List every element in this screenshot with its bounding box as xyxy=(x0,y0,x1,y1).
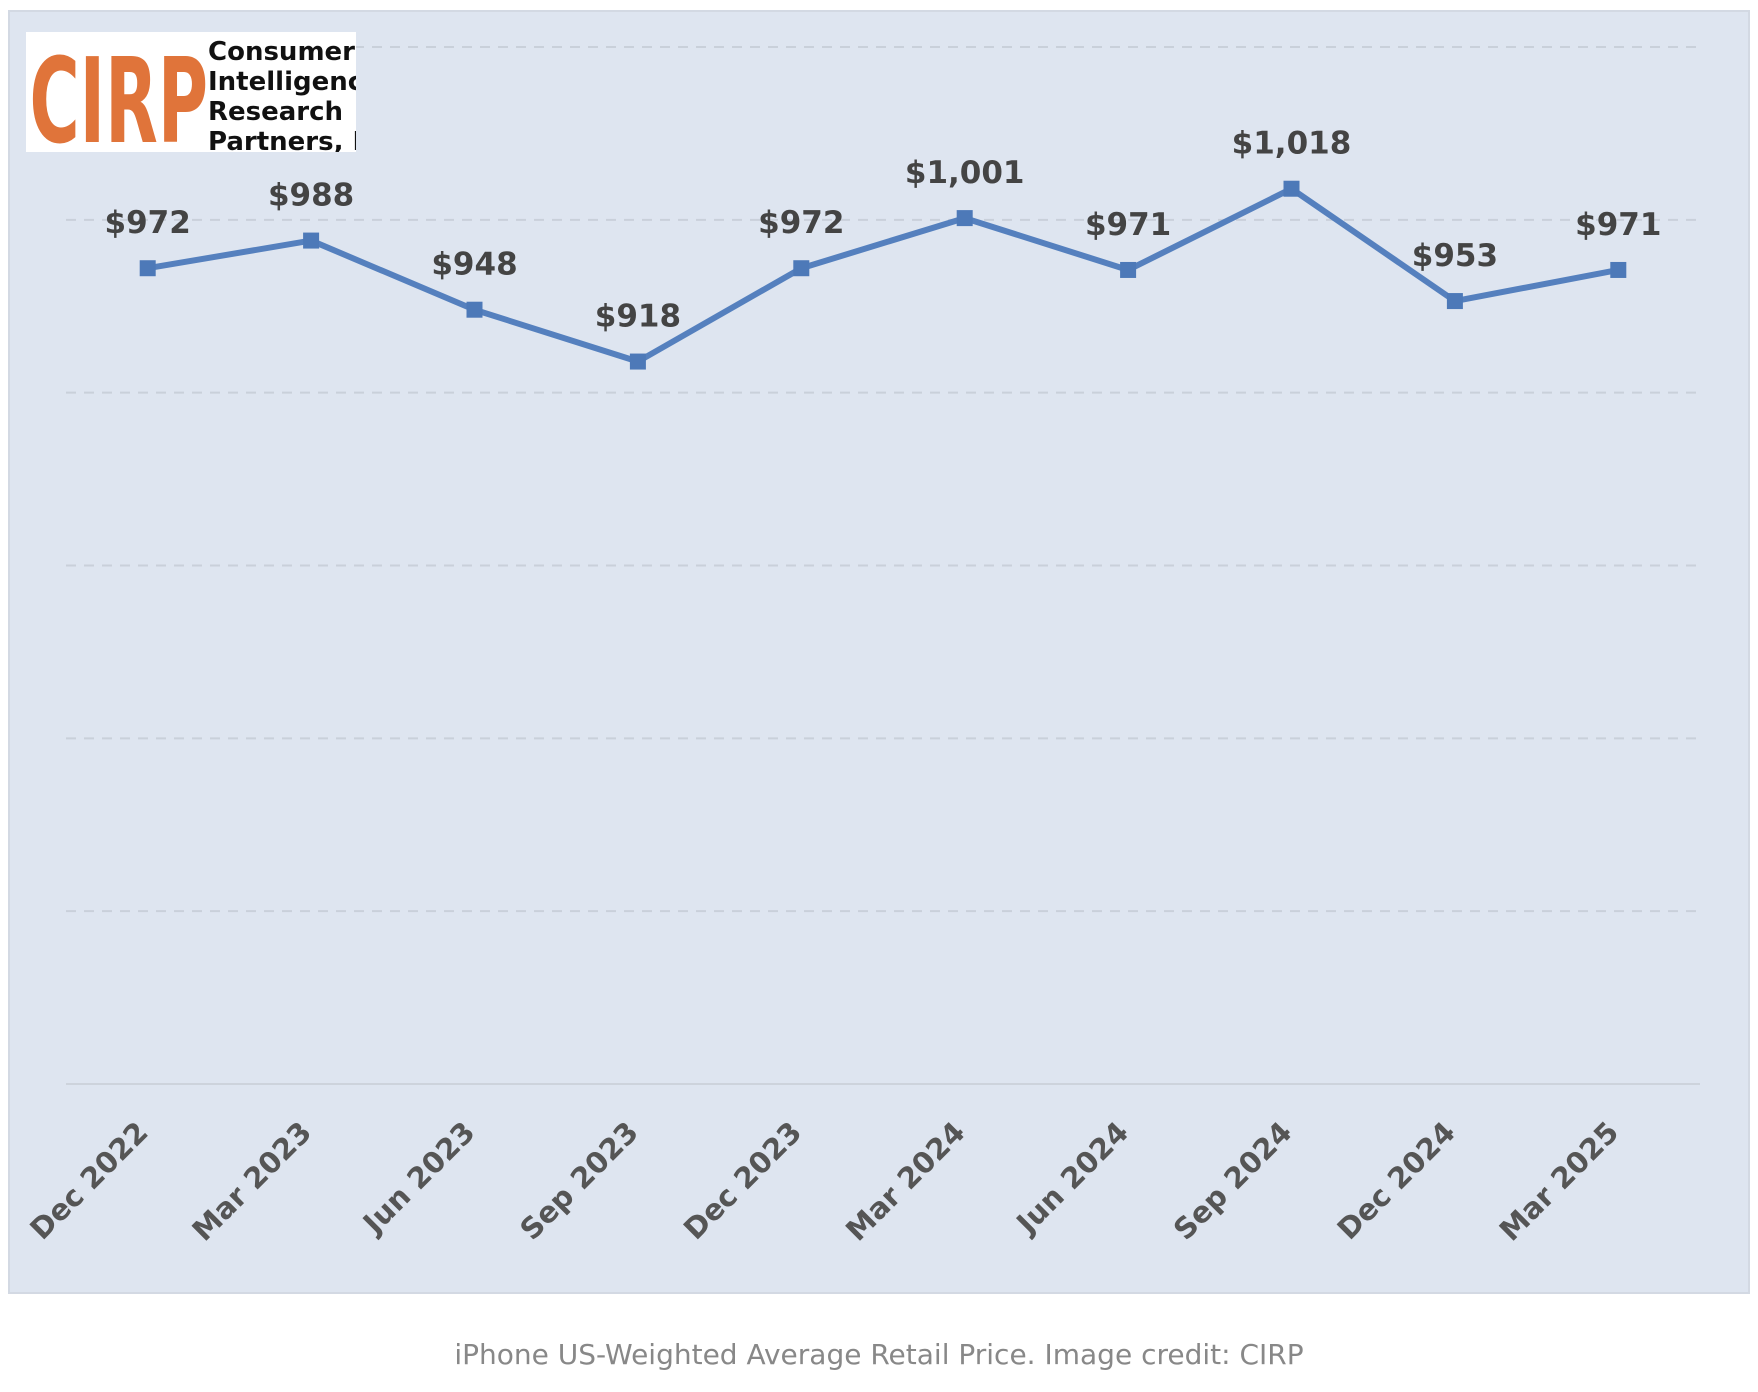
x-tick-label: Sep 2024 xyxy=(1167,1115,1299,1247)
data-point xyxy=(1610,261,1627,278)
data-label: $972 xyxy=(758,205,844,241)
logo-text-intelligence: Intelligence xyxy=(208,67,356,97)
x-tick-label: Jun 2023 xyxy=(355,1115,481,1241)
x-tick-label: Mar 2024 xyxy=(839,1115,972,1248)
x-tick-label: Mar 2023 xyxy=(185,1115,318,1248)
x-tick-label: Dec 2022 xyxy=(23,1115,154,1246)
data-label: $972 xyxy=(105,205,191,241)
data-point xyxy=(303,232,320,249)
data-label: $988 xyxy=(268,178,354,214)
data-point xyxy=(1120,261,1137,278)
x-tick-label: Dec 2024 xyxy=(1331,1115,1462,1246)
data-label: $1,001 xyxy=(905,155,1025,191)
data-point xyxy=(1446,293,1463,310)
series-line xyxy=(147,185,1619,365)
data-label: $953 xyxy=(1412,238,1498,274)
data-label: $1,018 xyxy=(1232,126,1352,162)
data-label: $918 xyxy=(595,299,681,335)
data-point xyxy=(793,260,810,277)
data-point xyxy=(139,260,156,277)
data-label: $948 xyxy=(431,247,517,283)
data-point xyxy=(466,301,483,318)
logo-text-research: Research xyxy=(208,97,343,127)
x-tick-label: Sep 2023 xyxy=(513,1115,645,1247)
data-label: $971 xyxy=(1085,207,1171,243)
data-point xyxy=(629,353,646,370)
image-caption: iPhone US-Weighted Average Retail Price.… xyxy=(454,1338,1304,1371)
x-tick-label: Dec 2023 xyxy=(677,1115,808,1246)
data-point xyxy=(956,210,973,227)
chart-panel: $972 $988 $948 $918 $972 $1,001 $971 $1,018 $953… xyxy=(8,10,1750,1294)
data-point xyxy=(1283,180,1300,197)
logo-mark: CIRP xyxy=(29,32,208,152)
x-tick-label: Mar 2025 xyxy=(1493,1115,1626,1248)
data-label: $971 xyxy=(1575,207,1661,243)
cirp-logo: CIRP Consumer Intelligence Research Part… xyxy=(26,32,405,170)
logo-text-consumer: Consumer xyxy=(208,37,355,67)
x-tick-label: Jun 2024 xyxy=(1009,1115,1135,1241)
line-chart: $972 $988 $948 $918 $972 $1,001 $971 $1,018 $953… xyxy=(23,46,1700,1248)
logo-text-partners: Partners, LLC xyxy=(208,127,356,152)
